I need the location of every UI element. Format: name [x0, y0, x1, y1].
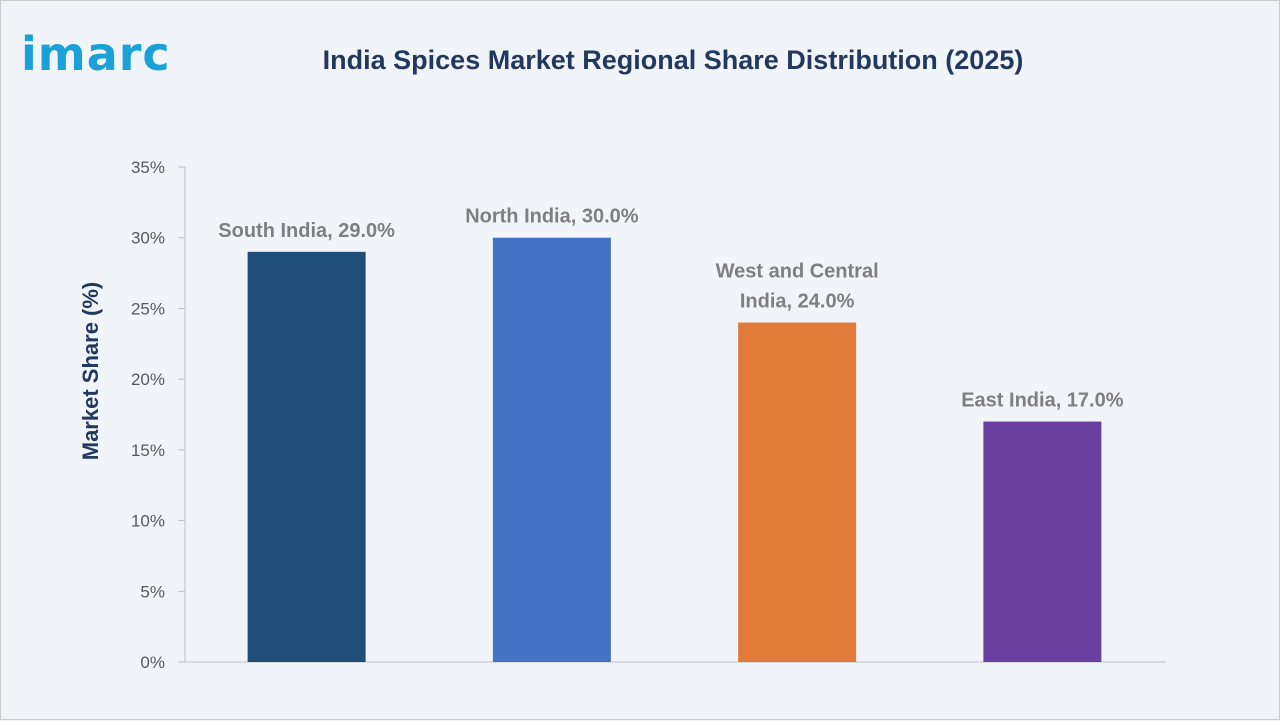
y-tick-label: 35% — [131, 158, 165, 177]
y-tick-label: 10% — [131, 512, 165, 531]
data-labels: South India, 29.0% North India, 30.0% West… — [218, 206, 1123, 412]
bar-north-india — [492, 237, 611, 662]
y-axis-title: Market Share (%) — [78, 282, 103, 461]
data-label: West and Central India, 24.0% — [716, 261, 879, 313]
imarc-logo: imarc — [21, 27, 171, 81]
chart-title: India Spices Market Regional Share Distr… — [322, 45, 1024, 75]
y-tick-label: 25% — [131, 299, 165, 318]
bar-south-india — [247, 251, 366, 662]
y-tick-label: 20% — [131, 370, 165, 389]
y-tick-label: 0% — [140, 653, 165, 672]
data-label: East India, 17.0% — [961, 390, 1124, 412]
axes: 0% 5% 10% 15% 20% 25% 30% 35% — [131, 158, 1166, 672]
bar-east-india — [983, 421, 1102, 662]
bar-west-and-central-india — [738, 322, 857, 662]
data-label: South India, 29.0% — [218, 220, 395, 242]
data-label: North India, 30.0% — [465, 206, 639, 228]
bars — [247, 237, 1102, 662]
y-tick-label: 30% — [131, 229, 165, 248]
y-tick-label: 15% — [131, 441, 165, 460]
y-tick-label: 5% — [140, 582, 165, 601]
